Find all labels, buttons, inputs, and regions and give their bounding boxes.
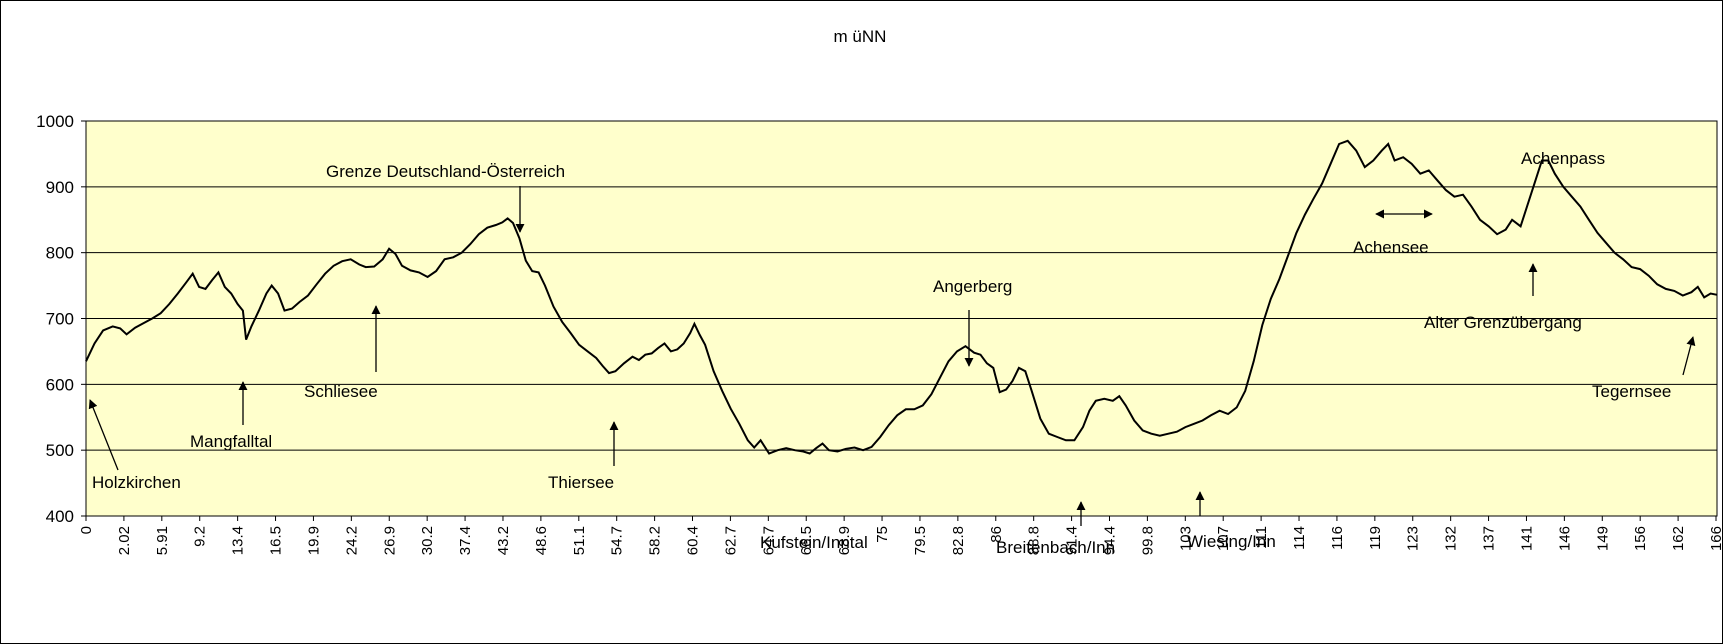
annotation-kufstein: Kufstein/Inntal	[760, 533, 868, 552]
x-tick-label: 62.7	[722, 526, 739, 555]
x-tick-label: 64.7	[760, 526, 777, 555]
x-tick-label: 116	[1329, 526, 1346, 550]
x-tick-label: 86	[988, 526, 1005, 543]
x-tick-label: 66.5	[798, 526, 815, 555]
x-tick-label: 13.4	[230, 526, 247, 555]
elevation-line	[85, 139, 1718, 455]
x-tick-label: 114	[1291, 526, 1308, 550]
y-tick-label: 900	[46, 178, 74, 197]
x-tick-label: 156	[1632, 526, 1649, 551]
x-tick-label: 88.8	[1026, 526, 1043, 555]
annotation-thiersee: Thiersee	[548, 473, 614, 492]
annotation-holzkirchen: Holzkirchen	[92, 473, 181, 492]
x-tick-label: 91.4	[1064, 526, 1081, 555]
x-tick-label: 82.8	[950, 526, 967, 555]
y-tick-label: 700	[46, 310, 74, 329]
x-tick-label: 132	[1443, 526, 1460, 551]
x-tick-label: 141	[1518, 526, 1535, 551]
x-tick-label: 137	[1481, 526, 1498, 551]
x-tick-label: 43.2	[495, 526, 512, 555]
chart-title: m üNN	[834, 27, 887, 46]
x-tick-label: 0	[78, 526, 95, 534]
x-tick-label: 51.1	[571, 526, 588, 555]
annotation-angerberg: Angerberg	[933, 277, 1012, 296]
x-tick-label: 30.2	[419, 526, 436, 555]
y-tick-label: 400	[46, 507, 74, 526]
x-tick-label: 123	[1405, 526, 1422, 551]
x-tick-label: 146	[1556, 526, 1573, 551]
x-tick-label: 107	[1215, 526, 1232, 551]
x-tick-label: 5.91	[154, 526, 171, 555]
annotation-alter-grenzuebergang: Alter Grenzübergang	[1424, 313, 1582, 332]
x-tick-label: 75	[874, 526, 891, 543]
x-tick-label: 68.9	[836, 526, 853, 555]
x-tick-label: 24.2	[343, 526, 360, 555]
x-tick-label: 99.8	[1139, 526, 1156, 555]
y-tick-label: 600	[46, 375, 74, 394]
annotation-schliesee: Schliesee	[304, 382, 378, 401]
annotation-tegernsee: Tegernsee	[1592, 382, 1671, 401]
x-tick-label: 26.9	[381, 526, 398, 555]
annotation-achensee: Achensee	[1353, 238, 1429, 257]
x-tick-label: 37.4	[457, 526, 474, 555]
x-tick-label: 149	[1594, 526, 1611, 551]
annotation-wiesing: Wiesing/Inn	[1187, 532, 1276, 551]
y-tick-label: 1000	[36, 112, 74, 131]
x-tick-label: 166	[1708, 526, 1723, 551]
annotation-breitenbach: Breitenbach/Inn	[996, 538, 1115, 557]
annotation-mangfalltal: Mangfalltal	[190, 432, 272, 451]
annotations: Holzkirchen Mangfalltal Schliesee Grenze…	[88, 149, 1696, 557]
annotation-holzkirchen-arrow	[88, 399, 119, 471]
x-axis: 0 2.02 5.91 9.2 13.4 16.5 19.9 24.2 26.9 30.2 37.4…	[78, 516, 1723, 555]
annotation-tegernsee-arrow	[1682, 336, 1696, 376]
x-tick-label: 16.5	[268, 526, 285, 555]
x-tick-label: 162	[1670, 526, 1687, 551]
x-tick-label: 79.5	[912, 526, 929, 555]
x-tick-label: 19.9	[305, 526, 322, 555]
x-tick-label: 94.4	[1101, 526, 1118, 555]
grid-lines	[86, 186, 1717, 451]
x-tick-label: 2.02	[116, 526, 133, 555]
y-tick-label: 500	[46, 441, 74, 460]
x-tick-label: 119	[1367, 526, 1384, 550]
annotation-achenpass: Achenpass	[1521, 149, 1605, 168]
x-tick-label: 48.6	[533, 526, 550, 555]
x-tick-label: 111	[1253, 526, 1270, 549]
y-axis: 400 500 600 700 800 900 1000	[36, 112, 86, 526]
x-tick-label: 54.7	[609, 526, 626, 555]
x-tick-label: 60.4	[685, 526, 702, 555]
x-tick-label: 103	[1177, 526, 1194, 551]
y-tick-label: 800	[46, 244, 74, 263]
x-tick-label: 58.2	[647, 526, 664, 555]
annotation-grenze: Grenze Deutschland-Österreich	[326, 162, 565, 181]
x-tick-label: 9.2	[192, 526, 209, 547]
